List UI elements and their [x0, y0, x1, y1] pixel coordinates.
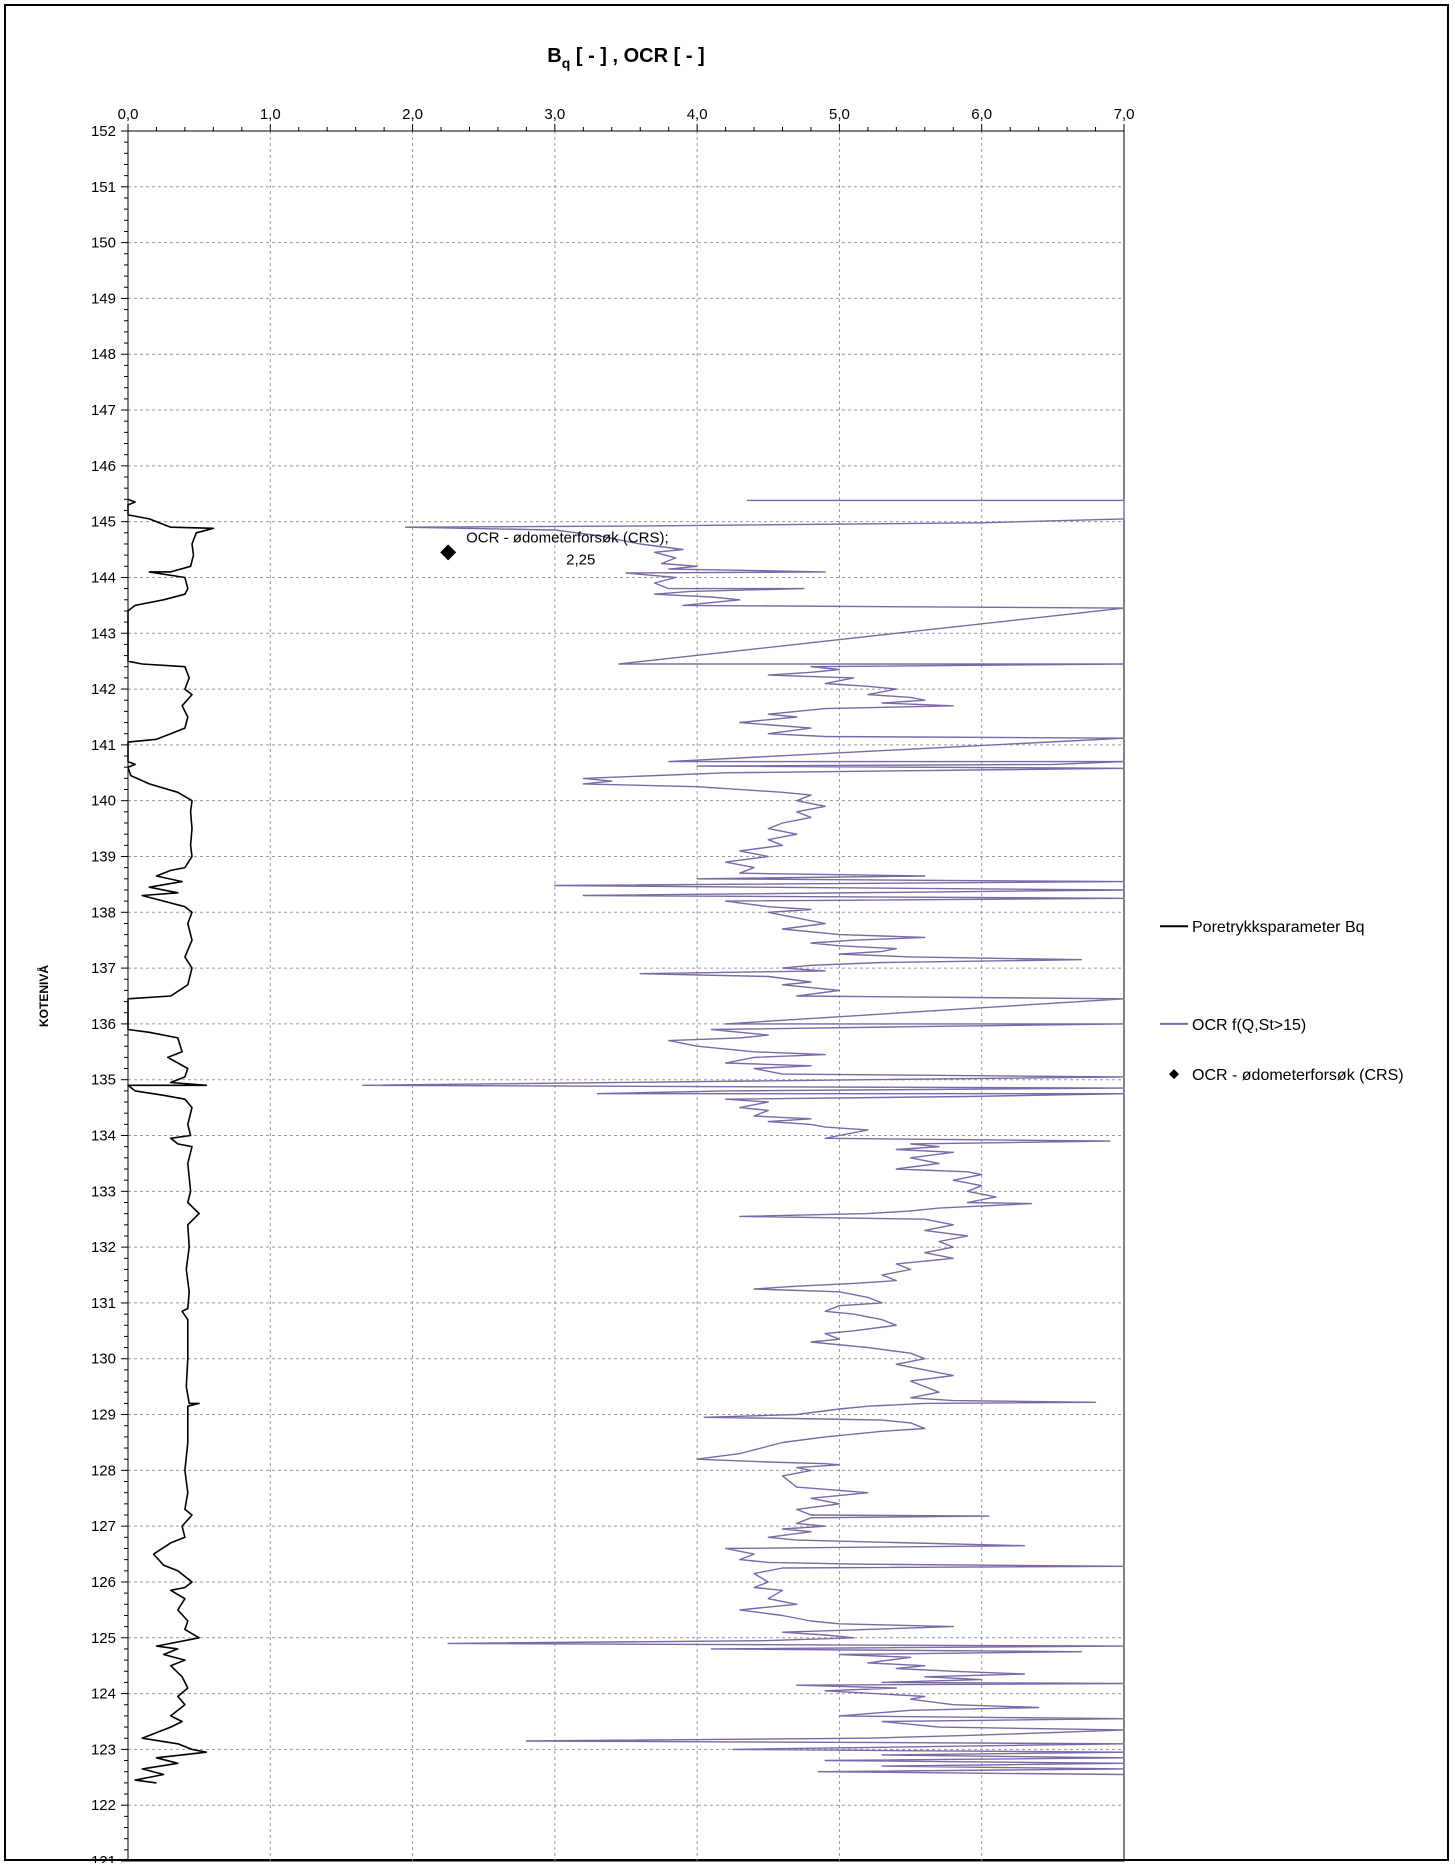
y-tick-label: 143	[91, 625, 116, 642]
y-tick-label: 122	[91, 1797, 116, 1814]
y-tick-label: 124	[91, 1686, 116, 1703]
y-tick-label: 121	[91, 1853, 116, 1863]
y-tick-label: 149	[91, 290, 116, 307]
y-tick-label: 152	[91, 123, 116, 140]
y-tick-label: 139	[91, 848, 116, 865]
legend-label: OCR f(Q,St>15)	[1192, 1017, 1306, 1034]
y-tick-label: 128	[91, 1462, 116, 1479]
y-tick-label: 140	[91, 793, 116, 810]
data-point-crs	[440, 544, 457, 561]
legend-label: Poretrykksparameter Bq	[1192, 919, 1365, 936]
y-tick-label: 136	[91, 1016, 116, 1033]
y-axis-label: KOTENIVÅ	[36, 965, 51, 1027]
y-tick-label: 135	[91, 1072, 116, 1089]
y-tick-label: 130	[91, 1351, 116, 1368]
y-tick-label: 138	[91, 904, 116, 921]
y-tick-label: 123	[91, 1741, 116, 1758]
x-tick-label: 6,0	[971, 106, 992, 123]
x-tick-label: 2,0	[402, 106, 423, 123]
y-tick-label: 142	[91, 681, 116, 698]
legend-label: OCR - ødometerforsøk (CRS)	[1192, 1067, 1404, 1084]
x-tick-label: 0,0	[118, 106, 139, 123]
labels-group: 0,0 1,0 2,0 3,0 4,0 5,0 6,0 7,0 152 151 150 149 148 1…	[36, 45, 1134, 1863]
series-group	[127, 498, 1125, 1784]
x-tick-label: 4,0	[687, 106, 708, 123]
y-tick-label: 134	[91, 1128, 116, 1145]
chart-title: Bq [ - ] , OCR [ - ]	[547, 45, 704, 71]
annotation-label: OCR - ødometerforsøk (CRS);	[466, 529, 669, 546]
y-tick-label: 127	[91, 1518, 116, 1535]
y-tick-label: 148	[91, 346, 116, 363]
y-tick-label: 132	[91, 1239, 116, 1256]
x-tick-label: 7,0	[1114, 106, 1135, 123]
y-tick-label: 141	[91, 737, 116, 754]
x-tick-label: 3,0	[544, 106, 565, 123]
y-tick-label: 133	[91, 1183, 116, 1200]
x-tick-label: 5,0	[829, 106, 850, 123]
legend: Poretrykksparameter Bq OCR f(Q,St>15) OCR …	[1160, 919, 1404, 1084]
series-line-1	[127, 498, 215, 1784]
y-tick-label: 129	[91, 1407, 116, 1424]
gridlines	[128, 131, 1125, 1861]
y-tick-label: 146	[91, 458, 116, 475]
series-line-2	[362, 499, 1125, 1776]
y-tick-label: 145	[91, 514, 116, 531]
chart-frame: 0,0 1,0 2,0 3,0 4,0 5,0 6,0 7,0 152 151 150 149 148 1…	[4, 4, 1449, 1863]
plot-border	[127, 130, 1125, 1862]
legend-swatch	[1169, 1069, 1179, 1080]
annotation-value: 2,25	[566, 551, 595, 568]
axes	[121, 124, 1125, 1862]
y-tick-label: 151	[91, 179, 116, 196]
y-tick-label: 137	[91, 960, 116, 977]
y-tick-label: 147	[91, 402, 116, 419]
y-tick-label: 131	[91, 1295, 116, 1312]
x-tick-label: 1,0	[260, 106, 281, 123]
y-tick-label: 126	[91, 1574, 116, 1591]
chart-area: 0,0 1,0 2,0 3,0 4,0 5,0 6,0 7,0 152 151 150 149 148 1…	[36, 45, 1404, 1863]
y-tick-label: 150	[91, 235, 116, 252]
y-tick-label: 144	[91, 569, 116, 586]
y-tick-label: 125	[91, 1630, 116, 1647]
